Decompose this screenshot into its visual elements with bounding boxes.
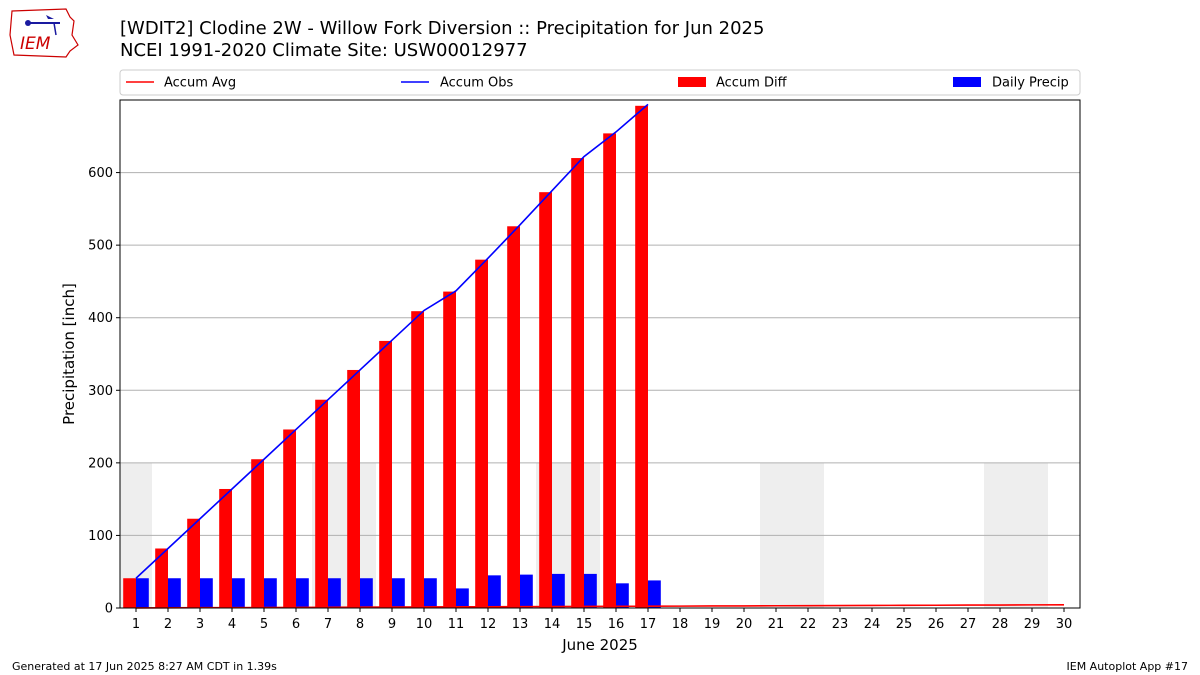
chart-title: [WDIT2] Clodine 2W - Willow Fork Diversi…: [120, 18, 764, 62]
legend-label-accum-obs: Accum Obs: [440, 76, 513, 91]
x-tick-label: 2: [164, 617, 172, 632]
y-axis-label: Precipitation [inch]: [60, 283, 78, 425]
x-tick-label: 4: [228, 617, 236, 632]
x-tick-label: 20: [736, 617, 753, 632]
bar-accum-diff-17: [635, 105, 648, 608]
bar-daily-precip-11: [456, 588, 469, 608]
logo-text: IEM: [20, 34, 51, 54]
bar-accum-diff-4: [219, 488, 232, 608]
series-lines: [135, 103, 1065, 609]
app-note: IEM Autoplot App #17: [1066, 660, 1189, 673]
y-tick-label: 400: [88, 311, 113, 326]
legend-label-daily-precip: Daily Precip: [992, 76, 1069, 91]
bar-accum-diff-3: [187, 518, 200, 608]
bar-accum-diff-14: [539, 192, 552, 608]
bar-accum-diff-12: [475, 259, 488, 608]
bar-accum-diff-10: [411, 311, 424, 608]
line-accum-avg: [135, 604, 1065, 609]
legend-box: [119, 69, 1081, 96]
bar-accum-diff-6: [283, 429, 296, 608]
legend-swatch-accum-diff: [678, 77, 706, 87]
x-tick-label: 26: [928, 617, 945, 632]
bar-daily-precip-6: [296, 578, 309, 608]
x-tick-label: 10: [416, 617, 433, 632]
y-tick-label: 500: [88, 239, 113, 254]
x-tick-label: 24: [864, 617, 881, 632]
grid-lines: [120, 172, 1080, 536]
x-tick-label: 28: [992, 617, 1009, 632]
x-tick-label: 30: [1056, 617, 1073, 632]
bar-daily-precip-12: [488, 575, 501, 608]
generated-note: Generated at 17 Jun 2025 8:27 AM CDT in …: [12, 660, 277, 673]
x-tick-label: 11: [448, 617, 465, 632]
bars: [123, 105, 661, 609]
bar-daily-precip-13: [520, 574, 533, 608]
y-tick-label: 300: [88, 384, 113, 399]
bar-daily-precip-8: [360, 578, 373, 608]
x-tick-label: 1: [132, 617, 140, 632]
y-tick-label: 100: [88, 529, 113, 544]
x-tick-label: 18: [672, 617, 689, 632]
bar-accum-diff-8: [347, 369, 360, 608]
legend: Accum Avg Accum Obs Accum Diff Daily Pre…: [119, 69, 1081, 96]
title-line-1: [WDIT2] Clodine 2W - Willow Fork Diversi…: [120, 18, 765, 39]
bar-daily-precip-5: [264, 578, 277, 608]
bar-daily-precip-10: [424, 578, 437, 608]
iem-logo: IEM: [8, 5, 80, 59]
iem-logo-graphic: IEM: [9, 8, 79, 58]
x-tick-label: 23: [832, 617, 849, 632]
x-tick-label: 21: [768, 617, 785, 632]
bar-daily-precip-9: [392, 578, 405, 608]
y-tick-label: 200: [88, 456, 113, 471]
bar-daily-precip-17: [648, 580, 661, 608]
plot-frame: [119, 99, 1081, 609]
bar-accum-diff-5: [251, 459, 264, 608]
x-tick-label: 6: [292, 617, 300, 632]
bar-daily-precip-4: [232, 578, 245, 608]
x-tick-label: 8: [356, 617, 364, 632]
bar-accum-diff-13: [507, 226, 520, 608]
line-accum-obs: [135, 103, 649, 579]
bar-daily-precip-15: [584, 573, 597, 608]
x-tick-label: 29: [1024, 617, 1041, 632]
x-tick-label: 27: [960, 617, 977, 632]
x-tick-label: 12: [480, 617, 497, 632]
y-tick-label: 600: [88, 166, 113, 181]
bar-accum-diff-1: [123, 578, 136, 608]
bar-accum-diff-2: [155, 548, 168, 608]
legend-label-accum-diff: Accum Diff: [716, 76, 788, 91]
x-tick-label: 19: [704, 617, 721, 632]
x-tick-label: 25: [896, 617, 913, 632]
x-tick-label: 5: [260, 617, 268, 632]
bar-daily-precip-2: [168, 578, 181, 608]
bar-daily-precip-16: [616, 583, 629, 608]
bar-daily-precip-1: [136, 578, 149, 608]
title-line-2: NCEI 1991-2020 Climate Site: USW00012977: [120, 40, 528, 61]
x-axis-label: June 2025: [561, 636, 638, 654]
x-tick-label: 22: [800, 617, 817, 632]
y-tick-label: 0: [105, 602, 113, 617]
x-tick-label: 13: [512, 617, 529, 632]
x-tick-label: 14: [544, 617, 561, 632]
x-tick-label: 16: [608, 617, 625, 632]
x-tick-label: 17: [640, 617, 657, 632]
y-axis-ticks: 0 100 200 300 400 500 600: [88, 166, 120, 617]
bar-accum-diff-11: [443, 291, 456, 608]
bar-accum-diff-15: [571, 158, 584, 609]
x-tick-label: 3: [196, 617, 204, 632]
bar-accum-diff-16: [603, 133, 616, 608]
x-axis-ticks: 1 2 3 4 5 6 7 8 9 10 11 12 13 14 15 16 17 18 19 20 21 22 23 24 2…: [132, 608, 1072, 632]
bar-daily-precip-7: [328, 578, 341, 608]
bar-daily-precip-3: [200, 578, 213, 608]
x-tick-label: 15: [576, 617, 593, 632]
bar-accum-diff-7: [315, 399, 328, 608]
bar-accum-diff-9: [379, 340, 392, 608]
legend-label-accum-avg: Accum Avg: [164, 76, 236, 91]
bar-daily-precip-14: [552, 573, 565, 608]
legend-swatch-daily-precip: [953, 77, 981, 87]
x-tick-label: 7: [324, 617, 332, 632]
x-tick-label: 9: [388, 617, 396, 632]
